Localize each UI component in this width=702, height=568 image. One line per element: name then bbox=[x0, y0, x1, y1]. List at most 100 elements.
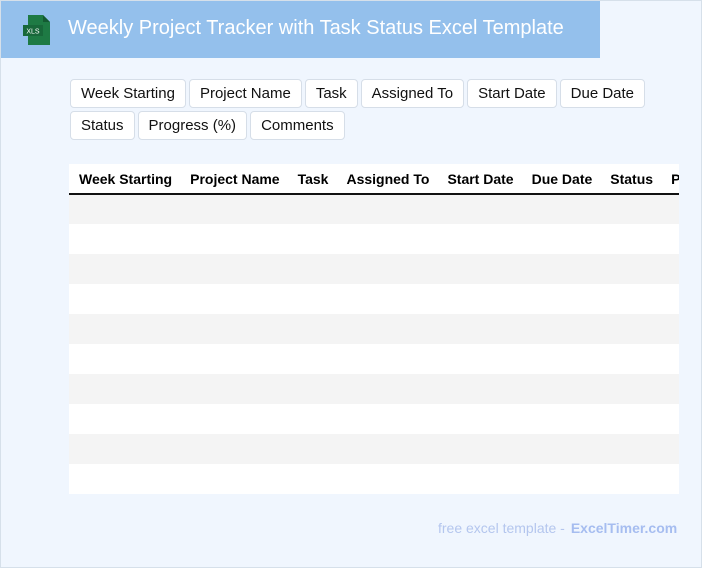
table-cell[interactable] bbox=[661, 434, 679, 464]
table-cell[interactable] bbox=[180, 344, 287, 374]
table-cell[interactable] bbox=[600, 464, 661, 494]
table-cell[interactable] bbox=[600, 314, 662, 344]
table-cell[interactable] bbox=[437, 344, 521, 374]
table-cell[interactable] bbox=[69, 404, 180, 434]
table-cell[interactable] bbox=[69, 284, 180, 314]
table-cell[interactable] bbox=[336, 404, 437, 434]
table-cell[interactable] bbox=[336, 434, 438, 464]
table-cell[interactable] bbox=[288, 224, 337, 254]
column-header: Status bbox=[600, 164, 662, 195]
table-cell[interactable] bbox=[288, 464, 337, 494]
table-cell[interactable] bbox=[180, 224, 287, 254]
table-cell[interactable] bbox=[69, 434, 181, 464]
table-cell[interactable] bbox=[521, 434, 601, 464]
table-cell[interactable] bbox=[600, 284, 661, 314]
column-chip[interactable]: Project Name bbox=[188, 79, 302, 108]
table-cell[interactable] bbox=[287, 314, 337, 344]
table-cell[interactable] bbox=[437, 254, 522, 284]
table-cell[interactable] bbox=[180, 254, 288, 284]
table-cell[interactable] bbox=[180, 374, 288, 404]
table-cell[interactable] bbox=[521, 194, 601, 224]
table-cell[interactable] bbox=[69, 194, 181, 224]
table-cell[interactable] bbox=[600, 194, 662, 224]
table-cell[interactable] bbox=[522, 344, 601, 374]
table-cell[interactable] bbox=[69, 314, 181, 344]
table-cell[interactable] bbox=[437, 314, 522, 344]
table-cell[interactable] bbox=[288, 404, 337, 434]
footer-brand-link[interactable]: ExcelTimer.com bbox=[570, 520, 678, 536]
table-cell[interactable] bbox=[600, 344, 661, 374]
data-table[interactable]: Week Starting Project Name Task Assigned To… bbox=[69, 164, 679, 494]
table-row bbox=[69, 434, 679, 464]
table-cell[interactable] bbox=[437, 434, 522, 464]
table-cell[interactable] bbox=[287, 374, 337, 404]
table-cell[interactable] bbox=[437, 374, 522, 404]
column-chips: Week Starting Project Name Task Assigned To… bbox=[70, 79, 650, 140]
table-row bbox=[69, 284, 679, 314]
table-cell[interactable] bbox=[336, 374, 438, 404]
column-chip[interactable]: Start Date bbox=[467, 79, 557, 108]
table-cell[interactable] bbox=[287, 254, 337, 284]
table-cell[interactable] bbox=[336, 224, 437, 254]
table-row bbox=[69, 314, 679, 344]
table-cell[interactable] bbox=[180, 464, 287, 494]
table-cell[interactable] bbox=[69, 464, 180, 494]
table-cell[interactable] bbox=[522, 464, 601, 494]
column-chip[interactable]: Comments bbox=[250, 111, 345, 140]
table-cell[interactable] bbox=[336, 284, 437, 314]
table-cell[interactable] bbox=[600, 404, 661, 434]
table-cell[interactable] bbox=[69, 374, 181, 404]
table-cell[interactable] bbox=[661, 374, 679, 404]
table-cell[interactable] bbox=[661, 404, 679, 434]
table-cell[interactable] bbox=[437, 464, 521, 494]
column-chip[interactable]: Week Starting bbox=[70, 79, 186, 108]
table-cell[interactable] bbox=[180, 404, 287, 434]
table-cell[interactable] bbox=[600, 434, 662, 464]
svg-text:XLS: XLS bbox=[26, 29, 40, 36]
table-cell[interactable] bbox=[600, 254, 662, 284]
table-cell[interactable] bbox=[521, 314, 601, 344]
column-chip[interactable]: Progress (%) bbox=[137, 111, 248, 140]
table-cell[interactable] bbox=[600, 224, 661, 254]
table-cell[interactable] bbox=[437, 224, 521, 254]
table-cell[interactable] bbox=[522, 284, 601, 314]
table-cell[interactable] bbox=[336, 344, 437, 374]
table-cell[interactable] bbox=[287, 194, 337, 224]
table-cell[interactable] bbox=[661, 254, 679, 284]
table-cell[interactable] bbox=[180, 314, 288, 344]
column-chip[interactable]: Task bbox=[304, 79, 358, 108]
table-cell[interactable] bbox=[522, 224, 601, 254]
table-cell[interactable] bbox=[336, 254, 438, 284]
table-cell[interactable] bbox=[437, 284, 521, 314]
table-cell[interactable] bbox=[661, 464, 679, 494]
table-cell[interactable] bbox=[437, 404, 521, 434]
column-chip[interactable]: Due Date bbox=[559, 79, 646, 108]
table-cell[interactable] bbox=[287, 434, 337, 464]
table-cell[interactable] bbox=[600, 374, 662, 404]
table-cell[interactable] bbox=[336, 464, 437, 494]
table-cell[interactable] bbox=[661, 314, 679, 344]
table-cell[interactable] bbox=[437, 194, 522, 224]
table-cell[interactable] bbox=[661, 344, 679, 374]
table-cell[interactable] bbox=[69, 254, 181, 284]
table-cell[interactable] bbox=[288, 344, 337, 374]
table-cell[interactable] bbox=[69, 344, 180, 374]
table-cell[interactable] bbox=[661, 224, 679, 254]
table-cell[interactable] bbox=[661, 284, 679, 314]
table-cell[interactable] bbox=[521, 374, 601, 404]
table-cell[interactable] bbox=[336, 194, 438, 224]
table-cell[interactable] bbox=[180, 284, 287, 314]
column-chip[interactable]: Assigned To bbox=[360, 79, 465, 108]
table-cell[interactable] bbox=[180, 194, 288, 224]
table-cell[interactable] bbox=[661, 194, 679, 224]
table-row bbox=[69, 254, 679, 284]
table-row bbox=[69, 194, 679, 224]
table-cell[interactable] bbox=[522, 404, 601, 434]
table-cell[interactable] bbox=[521, 254, 601, 284]
table-cell[interactable] bbox=[336, 314, 438, 344]
column-chip[interactable]: Status bbox=[70, 111, 135, 140]
table-row bbox=[69, 464, 679, 494]
table-cell[interactable] bbox=[288, 284, 337, 314]
table-cell[interactable] bbox=[69, 224, 180, 254]
table-cell[interactable] bbox=[180, 434, 288, 464]
